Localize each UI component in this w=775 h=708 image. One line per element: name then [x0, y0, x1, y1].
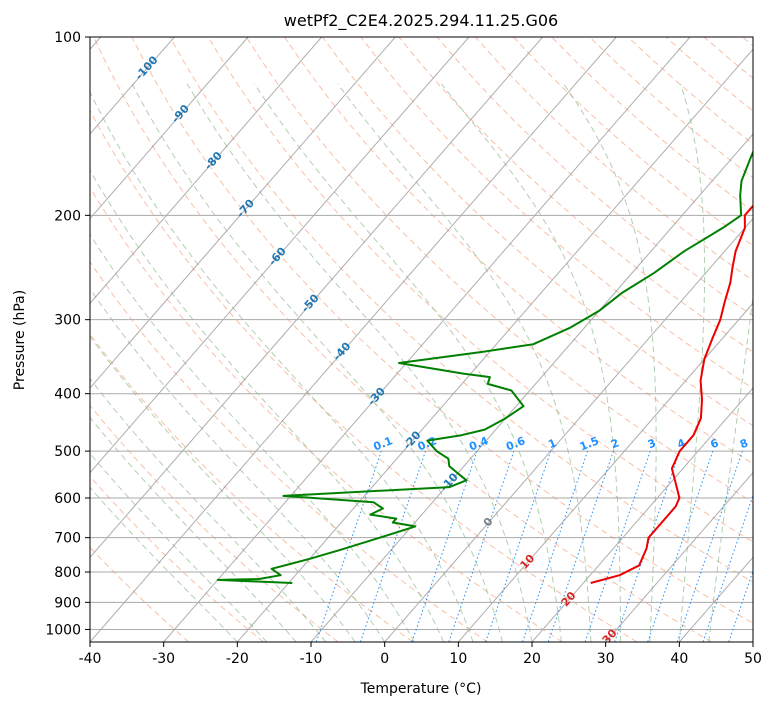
moist-adiabat-line	[441, 83, 621, 642]
y-tick-label: 700	[54, 531, 81, 547]
plot-frame	[89, 36, 754, 643]
y-tick-label: 800	[54, 565, 81, 581]
x-tick-label: 10	[449, 651, 467, 667]
x-axis: -40 -30 -20 -10 0 10 20 30 40 50	[79, 642, 762, 667]
isotherm-line	[457, 302, 753, 642]
moist-adiabats	[90, 83, 753, 642]
mixing-ratio-line	[411, 450, 478, 642]
moist-adiabat-line	[90, 233, 415, 642]
isotherm-line	[605, 471, 753, 642]
x-axis-label: Temperature (°C)	[360, 681, 482, 697]
moist-adiabat-line	[678, 83, 706, 642]
x-tick-label: -30	[152, 651, 175, 667]
dewpoint-profile-line	[216, 149, 753, 584]
mixing-ratio-line	[676, 450, 743, 642]
mixing-ratio-line	[485, 450, 552, 642]
y-axis-label: Pressure (hPa)	[12, 290, 28, 390]
dry-adiabat-line	[93, 37, 712, 642]
isotherm-line	[90, 37, 396, 389]
mixing-ratio-line	[702, 493, 753, 642]
y-tick-label: 400	[54, 387, 81, 403]
moist-adiabat-line	[90, 335, 356, 642]
x-tick-label: -10	[300, 651, 323, 667]
isotherm-line	[531, 387, 753, 642]
dry-adiabat-line	[90, 546, 190, 642]
dry-adiabat-line	[90, 186, 563, 642]
x-tick-label: 40	[670, 651, 688, 667]
series-layer	[216, 149, 753, 584]
moist-adiabat-line	[254, 83, 562, 642]
x-tick-label: -40	[79, 651, 102, 667]
dry-adiabat-line	[90, 475, 264, 642]
y-tick-label: 100	[54, 30, 81, 46]
moist-adiabat-line	[90, 169, 445, 642]
dry-adiabat-line	[436, 37, 753, 317]
isotherm-line	[90, 37, 544, 559]
isotherms	[90, 37, 753, 642]
y-axis: 100 200 300 400 500 600 700 800 900 1000	[45, 30, 90, 638]
isotherm-line	[90, 37, 470, 474]
mixing-ratio-line	[448, 450, 515, 642]
dry-adiabat-line	[245, 37, 753, 503]
dry-adiabat-line	[90, 404, 339, 642]
mixing-ratio-line	[359, 450, 426, 642]
x-tick-label: 20	[523, 651, 541, 667]
dry-adiabat-line	[398, 37, 753, 353]
x-tick-label: 50	[744, 651, 762, 667]
x-tick-label: 30	[597, 651, 615, 667]
y-tick-label: 500	[54, 444, 81, 460]
mixing-ratio-line	[547, 450, 614, 642]
dry-adiabat-line	[90, 260, 488, 642]
y-tick-label: 1000	[45, 622, 81, 638]
dry-adiabat-line	[169, 37, 753, 583]
y-tick-label: 900	[54, 595, 81, 611]
x-tick-label: 0	[380, 651, 389, 667]
mixing-ratio-line	[647, 450, 714, 642]
mixing-ratio-label: 2	[609, 436, 621, 451]
mixing-ratio-line	[728, 569, 753, 642]
moist-adiabat-line	[337, 83, 592, 642]
y-tick-label: 600	[54, 491, 81, 507]
isotherm-line	[163, 37, 691, 642]
isotherm-line	[90, 37, 617, 642]
mixing-ratio-label: 3	[646, 436, 658, 451]
moist-adiabat-line	[90, 377, 327, 642]
moist-adiabat-line	[90, 287, 386, 642]
dry-adiabat-line	[90, 109, 638, 642]
isotherm-line	[236, 48, 753, 642]
chart-title: wetPf2_C2E4.2025.294.11.25.G06	[284, 11, 558, 31]
moist-adiabat-line	[90, 416, 297, 642]
mixing-ratio-line	[522, 450, 589, 642]
isotherm-line	[90, 37, 249, 220]
moist-adiabat-line	[563, 83, 657, 642]
mixing-ratio-line	[584, 450, 651, 642]
isotherm-line	[90, 37, 323, 305]
temperature-profile-line	[590, 204, 753, 584]
x-tick-label: -20	[226, 651, 249, 667]
moist-adiabat-line	[186, 83, 533, 642]
isotherm-line	[384, 217, 753, 642]
moist-adiabat-line	[90, 90, 474, 642]
dry-adiabat-line	[131, 37, 753, 624]
y-tick-label: 200	[54, 208, 81, 224]
isobar-gridlines	[90, 37, 753, 630]
dry-adiabats	[90, 37, 753, 642]
mixing-ratio-label: 1	[546, 436, 558, 451]
moist-adiabat-line	[131, 83, 503, 642]
isotherm-line	[310, 133, 753, 642]
moist-adiabat-line	[708, 292, 753, 642]
mixing-ratio-label: 8	[738, 436, 750, 451]
y-tick-label: 300	[54, 313, 81, 329]
